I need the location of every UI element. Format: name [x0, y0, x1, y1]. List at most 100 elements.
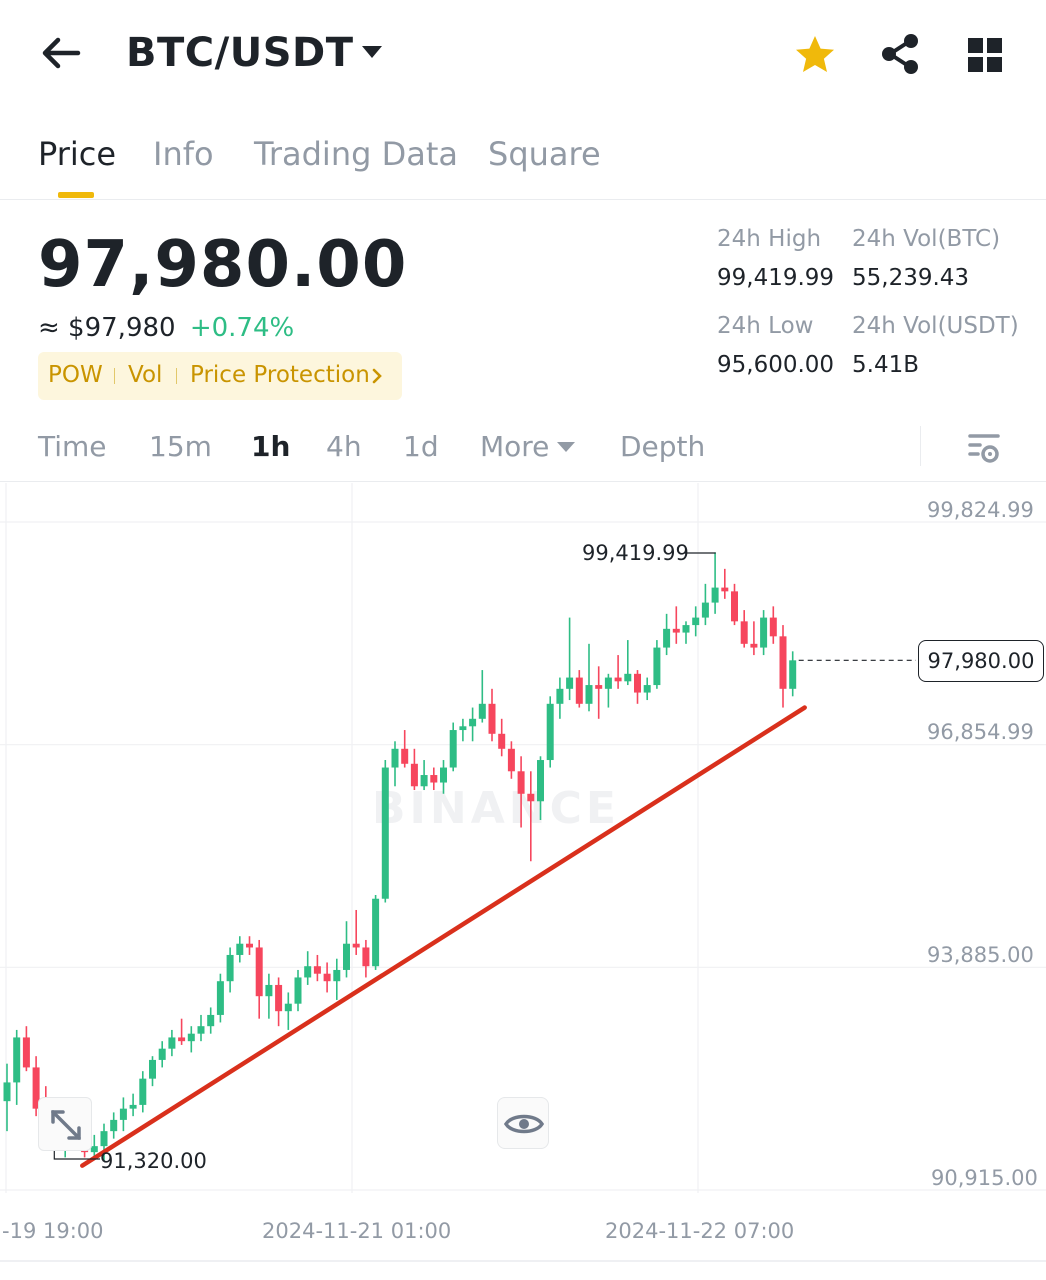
- candle-body: [119, 1108, 127, 1120]
- candle-body: [731, 591, 738, 622]
- candle-body: [575, 677, 583, 704]
- expand-icon: [51, 1110, 81, 1140]
- max-price-label: 99,419.99: [582, 541, 689, 565]
- candle-body: [401, 748, 409, 764]
- candle-body: [410, 763, 418, 787]
- y-tick-label: 99,824.99: [927, 498, 1034, 522]
- candle-body: [643, 685, 651, 693]
- candle-body: [352, 943, 360, 948]
- candle-body: [333, 969, 341, 982]
- candle-body: [711, 587, 719, 603]
- caret-down-icon[interactable]: [360, 42, 384, 64]
- interval-1h[interactable]: 1h: [251, 430, 291, 463]
- candle-body: [672, 628, 680, 633]
- candle-body: [740, 621, 748, 644]
- x-tick-label: 2024-11-22 07:00: [605, 1219, 795, 1243]
- candle-body: [207, 1014, 215, 1027]
- price-change: +0.74%: [189, 313, 295, 343]
- min-price-label: 91,320.00: [100, 1149, 207, 1173]
- grid-menu-icon[interactable]: [966, 36, 1004, 74]
- top-bar: BTC/USDT: [0, 0, 1046, 110]
- stat-vol-btc-label: 24h Vol(BTC): [852, 226, 1001, 252]
- pair-title[interactable]: BTC/USDT: [126, 30, 354, 76]
- chart-grid: [0, 483, 1046, 1262]
- interval-4h[interactable]: 4h: [326, 430, 362, 463]
- candle-body: [90, 1146, 98, 1153]
- candle-body: [187, 1033, 195, 1042]
- stat-vol-btc-value: 55,239.43: [852, 265, 970, 291]
- candle-body: [430, 775, 438, 783]
- stat-low-label: 24h Low: [717, 313, 814, 339]
- interval-depth[interactable]: Depth: [620, 430, 706, 463]
- candle-body: [226, 954, 234, 982]
- candle-body: [566, 677, 574, 689]
- arrow-left-icon[interactable]: [38, 30, 84, 76]
- candle-body: [246, 943, 253, 948]
- candle-body: [323, 973, 331, 982]
- candle-body: [129, 1104, 137, 1109]
- candle-body: [381, 767, 389, 899]
- max-marker-leader: [684, 552, 716, 554]
- candle-body: [255, 947, 263, 997]
- candle-body: [362, 947, 370, 967]
- candle-body: [624, 673, 632, 682]
- candle-body: [517, 771, 525, 794]
- candle-body: [22, 1037, 30, 1068]
- usd-value: ≈ $97,980: [38, 313, 176, 343]
- candle-body: [275, 984, 283, 1012]
- candle-series: [3, 552, 797, 1162]
- candle-body: [294, 977, 302, 1004]
- candle-body: [663, 628, 671, 648]
- candle-body: [265, 984, 273, 997]
- candle-body: [595, 685, 603, 689]
- stat-high-label: 24h High: [717, 226, 822, 252]
- last-price: 97,980.00: [38, 228, 408, 302]
- tab-price[interactable]: Price: [38, 135, 117, 173]
- candle-body: [537, 760, 544, 802]
- tab-trading-data[interactable]: Trading Data: [254, 135, 458, 173]
- candle-body: [614, 677, 622, 682]
- candle-body: [585, 685, 593, 704]
- candle-body: [13, 1037, 21, 1083]
- x-tick-label: 2024-11-21 01:00: [262, 1219, 452, 1243]
- tab-square[interactable]: Square: [488, 135, 601, 173]
- chart-canvas[interactable]: [0, 483, 1046, 1280]
- interval-time[interactable]: Time: [38, 430, 107, 463]
- candle-body: [682, 625, 690, 633]
- tag-pow[interactable]: POW: [48, 362, 103, 388]
- chart-overlays: [53, 552, 916, 1168]
- candle-body: [459, 726, 467, 731]
- visibility-toggle-button[interactable]: [497, 1097, 549, 1149]
- candle-body: [779, 636, 787, 689]
- candle-body: [449, 730, 457, 768]
- tab-info[interactable]: Info: [153, 135, 214, 173]
- eye-icon: [503, 1114, 545, 1134]
- candle-body: [149, 1059, 156, 1079]
- tag-price-protection[interactable]: Price Protection: [190, 362, 370, 388]
- tag-vol[interactable]: Vol: [128, 362, 163, 388]
- chart-settings-icon[interactable]: [966, 430, 1002, 466]
- candle-body: [168, 1037, 176, 1049]
- candle-body: [498, 733, 506, 749]
- tag-bar[interactable]: POW Vol Price Protection: [38, 352, 402, 400]
- candle-body: [692, 617, 700, 626]
- interval-1d[interactable]: 1d: [403, 430, 439, 463]
- fullscreen-button[interactable]: [38, 1097, 92, 1151]
- y-tick-label: 93,885.00: [927, 943, 1034, 967]
- stat-low-value: 95,600.00: [717, 352, 835, 378]
- candle-body: [546, 703, 554, 761]
- tag-divider: [176, 368, 177, 384]
- candle-body: [478, 703, 486, 719]
- current-price-label: 97,980.00: [918, 640, 1044, 682]
- candlestick-chart[interactable]: BINANCE 99,824.99 96,854.99 93,885.00 90…: [0, 483, 1046, 1280]
- candle-body: [556, 688, 564, 704]
- candle-body: [760, 617, 768, 648]
- interval-more[interactable]: More: [480, 430, 550, 463]
- interval-15m[interactable]: 15m: [149, 430, 212, 463]
- x-tick-label: -19 19:00: [2, 1219, 104, 1243]
- candle-body: [372, 898, 380, 967]
- caret-down-icon[interactable]: [556, 440, 576, 454]
- star-icon[interactable]: [792, 32, 838, 78]
- share-icon[interactable]: [878, 32, 922, 76]
- chevron-right-icon[interactable]: [370, 366, 384, 386]
